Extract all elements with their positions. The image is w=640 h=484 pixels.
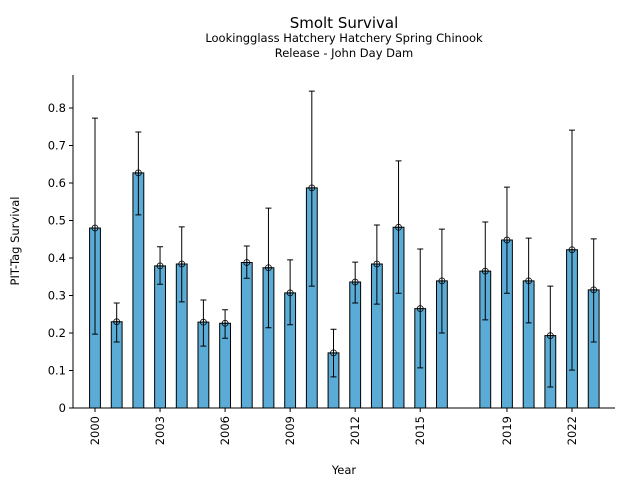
bar-2007 xyxy=(240,262,253,409)
x-tick-label: 2003 xyxy=(153,416,167,445)
x-axis-label: Year xyxy=(331,463,357,477)
x-tick-label: 2009 xyxy=(283,416,297,445)
y-axis-label: PIT-Tag Survival xyxy=(8,197,22,286)
x-axis: 2000 2003 2006 2009 2012 2015 2019 2022 xyxy=(73,407,615,445)
y-tick-label: 0.7 xyxy=(48,139,66,153)
y-tick-label: 0.5 xyxy=(48,214,66,228)
bar-2003 xyxy=(154,265,166,409)
y-tick-label: 0.4 xyxy=(48,251,66,265)
error-bars-group xyxy=(91,90,598,388)
y-tick-label: 0.1 xyxy=(48,364,66,378)
y-tick-label: 0 xyxy=(59,401,66,415)
x-tick-label: 2006 xyxy=(218,416,232,445)
bars-group xyxy=(89,172,600,409)
x-tick-label: 2000 xyxy=(88,416,102,445)
y-axis: 0 0.1 0.2 0.3 0.4 0.5 0.6 0.7 0.8 xyxy=(48,75,74,415)
x-tick-label: 2019 xyxy=(500,416,514,445)
chart-title: Smolt Survival xyxy=(290,14,399,32)
chart-subtitle-line-1: Lookingglass Hatchery Hatchery Spring Ch… xyxy=(205,31,483,45)
x-tick-label: 2015 xyxy=(413,416,427,445)
y-tick-label: 0.2 xyxy=(48,326,66,340)
y-tick-label: 0.6 xyxy=(48,176,66,190)
x-tick-label: 2012 xyxy=(348,416,362,445)
y-tick-label: 0.3 xyxy=(48,289,66,303)
x-tick-label: 2022 xyxy=(565,416,579,445)
chart-subtitle-line-2: Release - John Day Dam xyxy=(275,46,414,60)
y-tick-label: 0.8 xyxy=(48,101,66,115)
